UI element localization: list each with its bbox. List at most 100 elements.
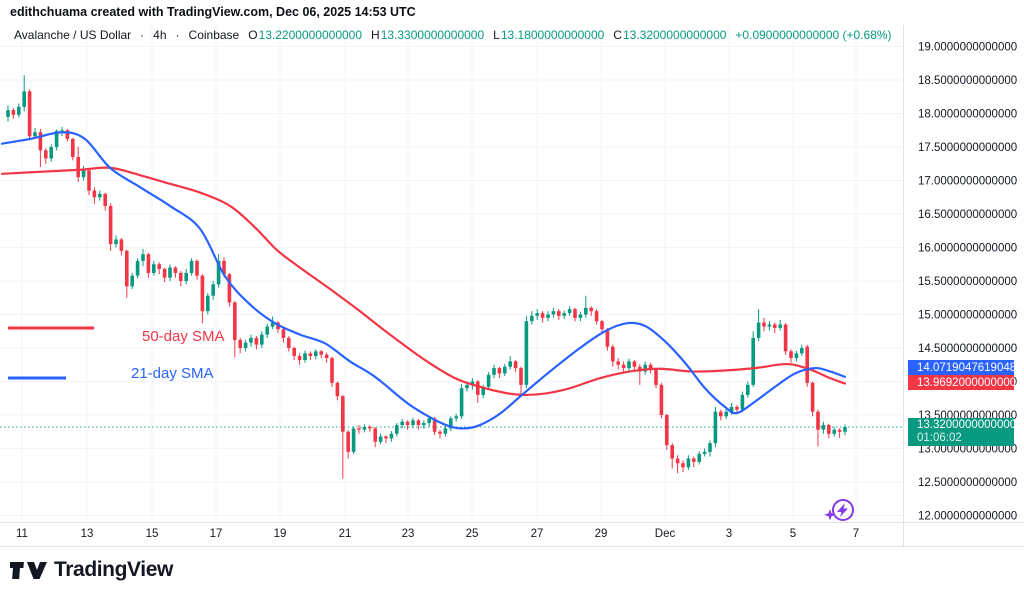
candle-body — [508, 361, 512, 367]
candle-body — [557, 311, 561, 316]
candle-body — [643, 364, 647, 372]
candle-body — [724, 411, 728, 417]
y-axis-label[interactable]: 12.0000000000000 — [918, 511, 1017, 523]
y-axis-label[interactable]: 15.0000000000000 — [918, 310, 1017, 322]
candle-body — [17, 106, 21, 115]
x-axis-label[interactable]: 11 — [16, 528, 28, 540]
x-axis-label[interactable]: 5 — [790, 528, 796, 540]
candle-body — [762, 322, 766, 327]
candle-body — [578, 314, 583, 318]
candle-body — [616, 361, 620, 365]
candle-body — [783, 324, 788, 352]
candle-body — [216, 260, 221, 285]
x-axis-label[interactable]: 29 — [595, 528, 608, 540]
candle-body — [697, 453, 701, 462]
x-axis-label[interactable]: 3 — [726, 528, 732, 540]
candle-body — [605, 329, 610, 347]
candle-body — [627, 361, 631, 369]
candle-body — [519, 368, 523, 385]
legend-separator: · — [140, 28, 145, 42]
candle-body — [260, 334, 264, 345]
x-axis-label[interactable]: 25 — [466, 528, 479, 540]
candle-body — [238, 339, 242, 348]
y-axis-label[interactable]: 16.5000000000000 — [918, 209, 1017, 221]
candle-body — [589, 307, 593, 312]
x-axis-label[interactable]: 7 — [853, 528, 859, 540]
tradingview-logo[interactable]: TradingView — [10, 558, 173, 582]
symbol-legend[interactable]: Avalanche / US Dollar · 4h · Coinbase O … — [14, 28, 892, 42]
y-axis-label[interactable]: 15.5000000000000 — [918, 276, 1017, 288]
candle-body — [362, 427, 367, 430]
candle-body — [308, 353, 313, 357]
boost-lightning-icon[interactable] — [820, 492, 864, 532]
candle-body — [513, 361, 518, 369]
high-value: H 13.3300000000000 — [371, 28, 485, 42]
x-axis-label[interactable]: 21 — [339, 528, 352, 540]
candle-body — [103, 193, 107, 206]
interval-label[interactable]: 4h — [153, 28, 167, 42]
candle-body — [44, 150, 48, 159]
y-axis-label[interactable]: 12.5000000000000 — [918, 477, 1017, 489]
candle-body — [492, 368, 496, 375]
candle-body — [243, 342, 248, 348]
candle-body — [778, 324, 782, 328]
candle-body — [400, 421, 404, 426]
candle-body — [481, 386, 485, 395]
x-axis-label[interactable]: 17 — [210, 528, 223, 540]
candle-body — [422, 423, 426, 426]
y-axis-label[interactable]: 18.0000000000000 — [918, 109, 1017, 121]
candle-body — [805, 346, 809, 383]
last-price-badge: 13.3200000000000 01:06:02 — [908, 418, 1016, 446]
candle-body — [384, 436, 388, 439]
sma50-chart-label: 50-day SMA — [142, 328, 225, 345]
candle-body — [459, 388, 464, 417]
candle-body — [168, 267, 172, 278]
candle-body — [503, 366, 507, 374]
candle-body — [713, 411, 718, 444]
candle-body — [341, 396, 345, 432]
y-axis-label[interactable]: 13.0000000000000 — [918, 444, 1017, 456]
y-axis-label[interactable]: 19.0000000000000 — [918, 42, 1017, 54]
legend-separator: · — [175, 28, 180, 42]
x-axis-label[interactable]: Dec — [655, 528, 676, 540]
y-axis-label[interactable]: 17.5000000000000 — [918, 142, 1017, 154]
candle-body — [195, 260, 199, 276]
candle-body — [540, 313, 545, 318]
candle-body — [659, 384, 664, 415]
candle-body — [65, 130, 70, 139]
y-axis-label[interactable]: 14.5000000000000 — [918, 343, 1017, 355]
sma50-price-badge: 13.9692000000000 — [908, 375, 1016, 390]
y-axis-label[interactable]: 16.0000000000000 — [918, 243, 1017, 255]
y-axis-label[interactable]: 18.5000000000000 — [918, 75, 1017, 87]
x-axis-label[interactable]: 27 — [531, 528, 544, 540]
candle-body — [681, 463, 685, 468]
candle-body — [767, 324, 772, 327]
y-axis-label[interactable]: 17.0000000000000 — [918, 176, 1017, 188]
candle-body — [297, 356, 302, 361]
x-axis-label[interactable]: 13 — [81, 528, 94, 540]
x-axis-label[interactable]: 23 — [402, 528, 415, 540]
tradingview-logo-icon — [10, 561, 47, 579]
symbol-title[interactable]: Avalanche / US Dollar — [14, 28, 132, 42]
candle-body — [837, 429, 842, 432]
candle-body — [211, 284, 215, 296]
x-axis-label[interactable]: 15 — [146, 528, 159, 540]
candle-body — [729, 406, 734, 412]
candle-body — [206, 295, 210, 312]
candle-body — [135, 260, 140, 276]
candle-body — [314, 351, 318, 357]
candle-body — [395, 425, 399, 434]
candle-body — [476, 381, 480, 395]
candle-body — [573, 309, 577, 318]
candle-body — [81, 170, 86, 178]
x-axis-label[interactable]: 19 — [274, 528, 287, 540]
candle-body — [827, 425, 831, 434]
candle-body — [233, 302, 237, 340]
candle-body — [319, 351, 323, 355]
change-value: +0.0900000000000 (+0.68%) — [735, 28, 892, 42]
candle-body — [746, 384, 750, 395]
candle-body — [702, 451, 707, 454]
candle-body — [6, 110, 10, 117]
open-value: O 13.2200000000000 — [248, 28, 363, 42]
